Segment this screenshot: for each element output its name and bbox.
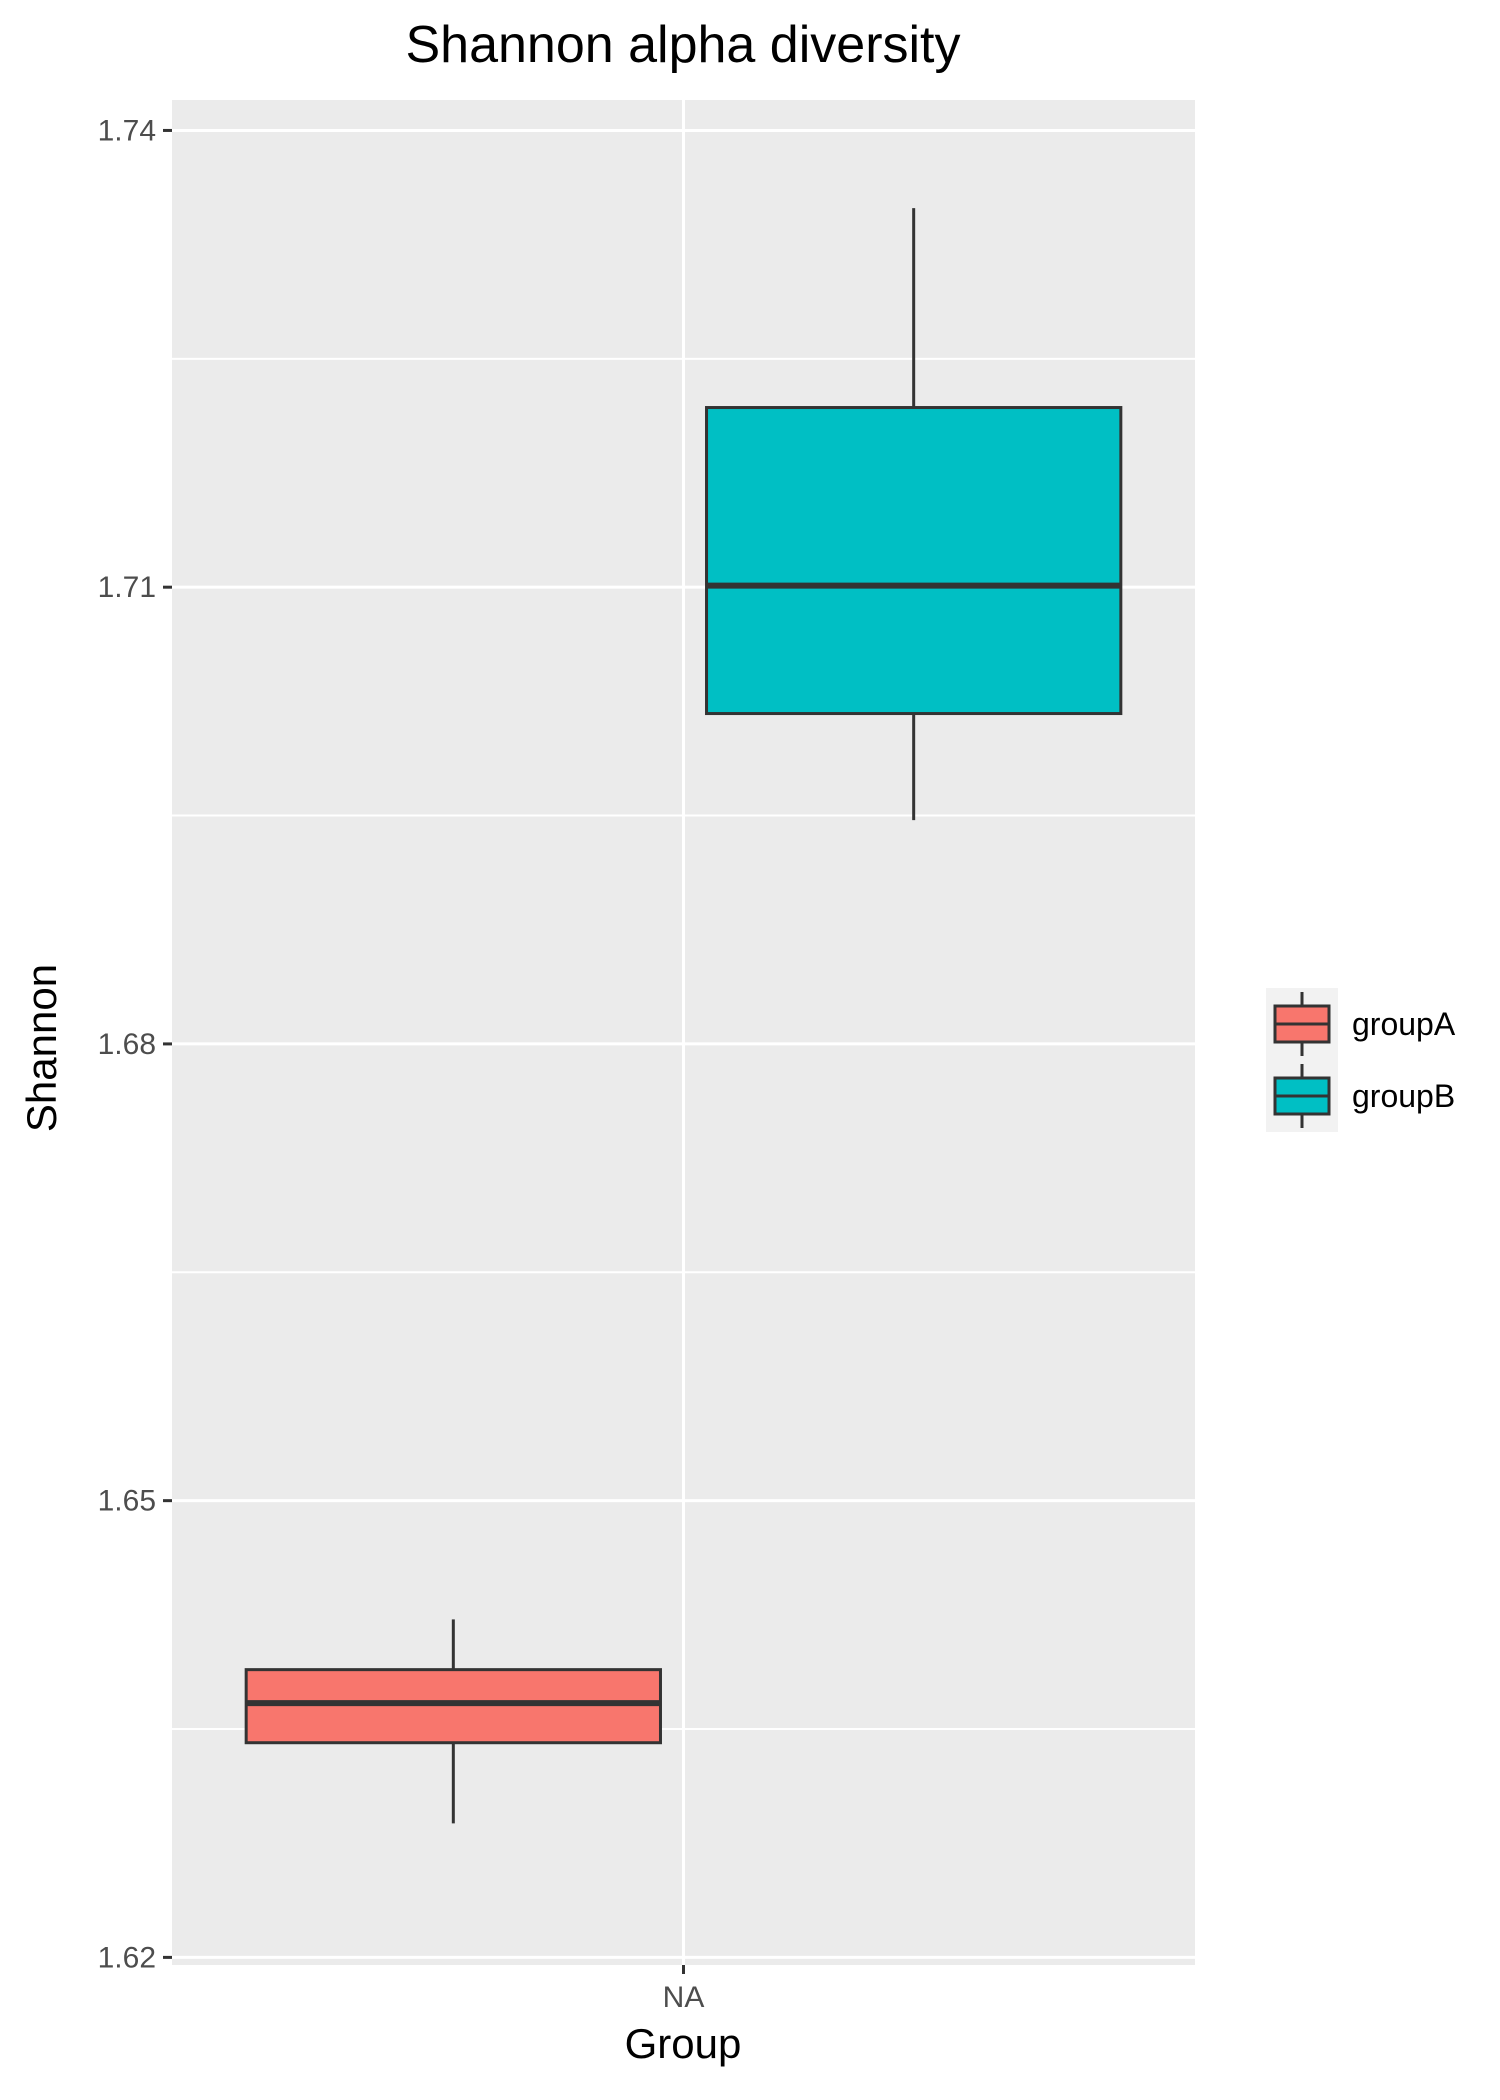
y-tick-label: 1.62: [98, 1941, 156, 1974]
legend-label: groupA: [1352, 1006, 1456, 1042]
legend-label: groupB: [1352, 1078, 1455, 1114]
x-tick-label: NA: [663, 1981, 705, 2014]
major-gridlines: [172, 100, 1195, 1965]
legend-item-groupB: groupB: [1273, 1064, 1455, 1128]
x-axis-title: Group: [625, 2020, 742, 2067]
interquartile-box: [244, 1668, 662, 1745]
box-groupB: [705, 208, 1123, 821]
y-tick-label: 1.74: [98, 114, 156, 147]
chart-title: Shannon alpha diversity: [405, 16, 960, 74]
interquartile-box: [705, 406, 1123, 716]
y-tick-label: 1.65: [98, 1485, 156, 1518]
y-tick-label: 1.71: [98, 571, 156, 604]
x-axis: NA: [663, 1965, 705, 2014]
legend-item-groupA: groupA: [1273, 992, 1456, 1056]
y-axis: 1.62 1.65 1.68 1.71 1.74: [98, 114, 172, 1974]
box-series: [244, 208, 1123, 1824]
box-groupA: [244, 1619, 662, 1824]
y-axis-title: Shannon: [18, 964, 65, 1132]
legend: groupA groupB: [1266, 988, 1456, 1132]
y-tick-label: 1.68: [98, 1028, 156, 1061]
